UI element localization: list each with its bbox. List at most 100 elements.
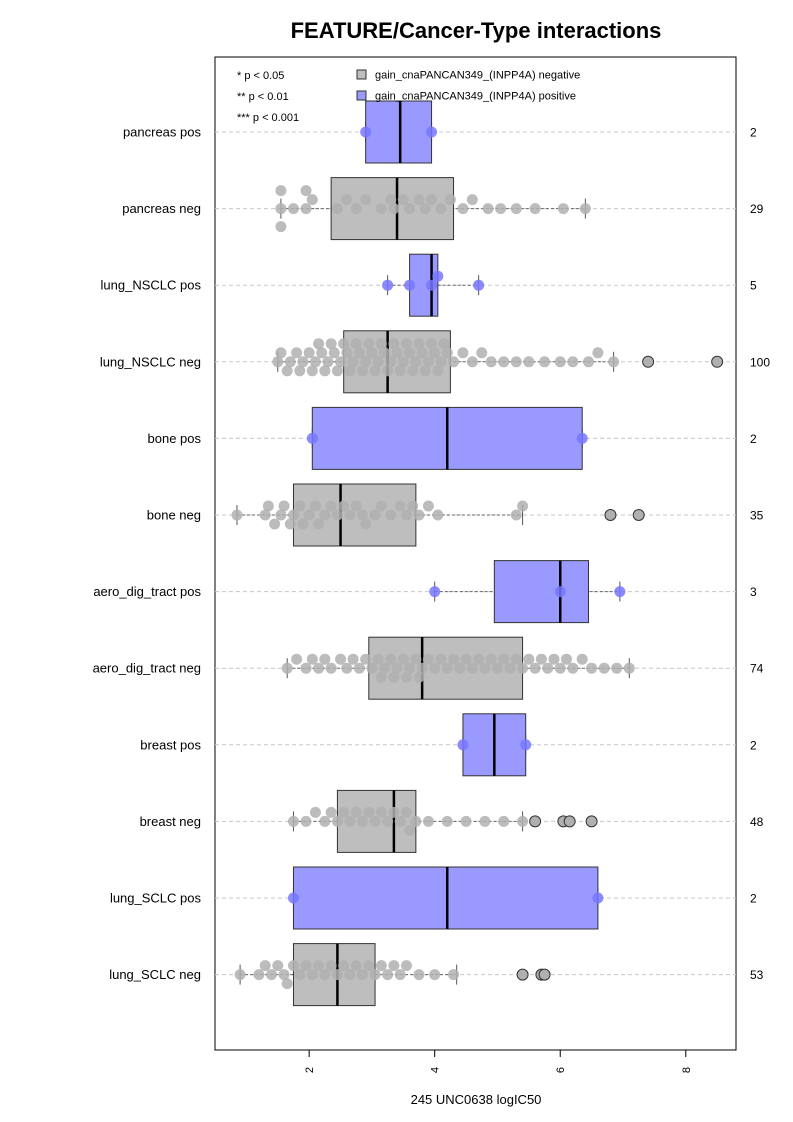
data-point bbox=[623, 662, 635, 674]
category-label: lung_SCLC pos bbox=[110, 891, 202, 906]
data-point bbox=[291, 347, 303, 359]
data-point bbox=[287, 815, 299, 827]
data-point bbox=[523, 356, 535, 368]
data-point bbox=[476, 347, 488, 359]
data-point bbox=[319, 969, 331, 981]
data-point bbox=[444, 194, 456, 206]
data-point bbox=[485, 356, 497, 368]
data-point bbox=[313, 960, 325, 972]
data-point bbox=[322, 356, 334, 368]
data-point bbox=[306, 653, 318, 665]
box-10 bbox=[292, 866, 599, 930]
count-label: 53 bbox=[750, 968, 764, 982]
legend-swatch bbox=[356, 69, 367, 80]
data-point bbox=[341, 347, 353, 359]
label-layer: pancreas pos 2 pancreas neg 29 lung_NSCLC po… bbox=[93, 125, 771, 983]
data-point bbox=[413, 969, 425, 981]
data-point bbox=[366, 347, 378, 359]
data-point bbox=[344, 365, 356, 377]
data-point bbox=[297, 356, 309, 368]
data-point bbox=[309, 500, 321, 512]
data-point bbox=[498, 815, 510, 827]
count-label: 100 bbox=[750, 355, 770, 369]
data-point bbox=[400, 806, 412, 818]
data-point bbox=[438, 338, 450, 350]
legend-entry: gain_cnaPANCAN349_(INPP4A) negative bbox=[375, 70, 580, 82]
data-point bbox=[275, 203, 287, 215]
data-point bbox=[331, 509, 343, 521]
data-point bbox=[388, 203, 400, 215]
data-point bbox=[491, 662, 503, 674]
category-label: pancreas neg bbox=[122, 201, 201, 216]
data-point bbox=[448, 356, 460, 368]
category-label: lung_NSCLC pos bbox=[101, 278, 202, 293]
category-label: bone pos bbox=[148, 431, 202, 446]
category-label: aero_dig_tract neg bbox=[93, 661, 201, 676]
data-point bbox=[426, 126, 438, 138]
data-point bbox=[579, 203, 591, 215]
data-point bbox=[335, 653, 347, 665]
data-point bbox=[429, 662, 441, 674]
data-point bbox=[303, 347, 315, 359]
data-point bbox=[539, 356, 551, 368]
data-point bbox=[375, 806, 387, 818]
data-point bbox=[234, 969, 246, 981]
data-point bbox=[385, 194, 397, 206]
tick-label: 6 bbox=[555, 1067, 567, 1073]
data-point bbox=[432, 270, 444, 282]
box-layer bbox=[231, 100, 724, 1007]
data-point bbox=[448, 653, 460, 665]
data-point bbox=[369, 509, 381, 521]
data-point bbox=[306, 365, 318, 377]
category-label: lung_SCLC neg bbox=[109, 967, 201, 982]
data-point bbox=[319, 815, 331, 827]
data-point bbox=[429, 347, 441, 359]
data-point bbox=[388, 960, 400, 972]
x-axis-label: 245 UNC0638 logIC50 bbox=[411, 1092, 542, 1107]
data-point bbox=[441, 815, 453, 827]
data-point bbox=[378, 347, 390, 359]
data-point bbox=[287, 960, 299, 972]
data-point bbox=[608, 356, 620, 368]
data-point bbox=[300, 960, 312, 972]
data-point bbox=[325, 806, 337, 818]
data-point bbox=[331, 365, 343, 377]
data-point bbox=[338, 806, 350, 818]
data-point bbox=[457, 203, 469, 215]
data-point bbox=[284, 356, 296, 368]
data-point bbox=[360, 653, 372, 665]
data-point bbox=[360, 518, 372, 530]
data-point bbox=[294, 969, 306, 981]
data-point bbox=[313, 518, 325, 530]
data-point bbox=[435, 203, 447, 215]
data-point bbox=[344, 969, 356, 981]
data-point bbox=[366, 662, 378, 674]
data-point bbox=[397, 653, 409, 665]
data-point bbox=[592, 892, 604, 904]
data-point bbox=[353, 662, 365, 674]
data-point bbox=[567, 662, 579, 674]
data-point bbox=[413, 338, 425, 350]
data-point bbox=[554, 356, 566, 368]
data-point bbox=[520, 739, 532, 751]
data-point bbox=[259, 509, 271, 521]
category-label: bone neg bbox=[147, 508, 201, 523]
data-point bbox=[413, 194, 425, 206]
data-point bbox=[460, 815, 472, 827]
data-point bbox=[357, 509, 369, 521]
data-point bbox=[297, 518, 309, 530]
data-point bbox=[460, 653, 472, 665]
data-point bbox=[554, 662, 566, 674]
data-point bbox=[278, 969, 290, 981]
outlier-point bbox=[632, 509, 645, 521]
data-point bbox=[517, 500, 529, 512]
data-point bbox=[542, 662, 554, 674]
data-point bbox=[357, 969, 369, 981]
data-point bbox=[357, 365, 369, 377]
data-point bbox=[300, 662, 312, 674]
data-point bbox=[382, 969, 394, 981]
data-point bbox=[582, 356, 594, 368]
significance-legend-item: ** p < 0.01 bbox=[237, 91, 289, 103]
tick-label: 8 bbox=[681, 1067, 693, 1073]
count-label: 48 bbox=[750, 815, 764, 829]
